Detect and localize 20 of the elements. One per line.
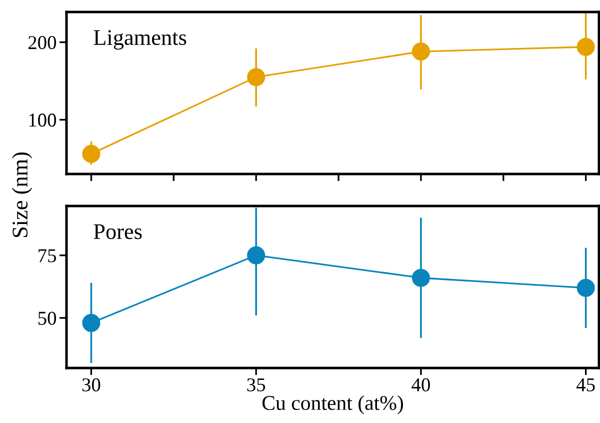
y-tick-label: 50 [38,312,56,325]
point [82,144,100,163]
point [576,278,595,297]
point [82,314,100,332]
x-axis-title: Cu content (at%) [262,395,403,414]
annotation: Pores [94,224,142,240]
x-tick-label: 30 [82,378,100,392]
point [247,68,266,86]
x-tick-label: 45 [576,378,595,392]
point [412,42,430,61]
y-tick-label: 100 [29,114,56,127]
x-tick-label: 40 [412,378,430,392]
annotation: Ligaments [94,30,186,50]
point [412,268,430,287]
y-axis-title: Size (nm) [12,152,32,238]
y-tick-label: 75 [38,249,56,262]
point [576,38,595,56]
point [247,246,266,264]
y-tick-label: 200 [28,36,56,50]
x-tick-label: 35 [247,378,266,392]
